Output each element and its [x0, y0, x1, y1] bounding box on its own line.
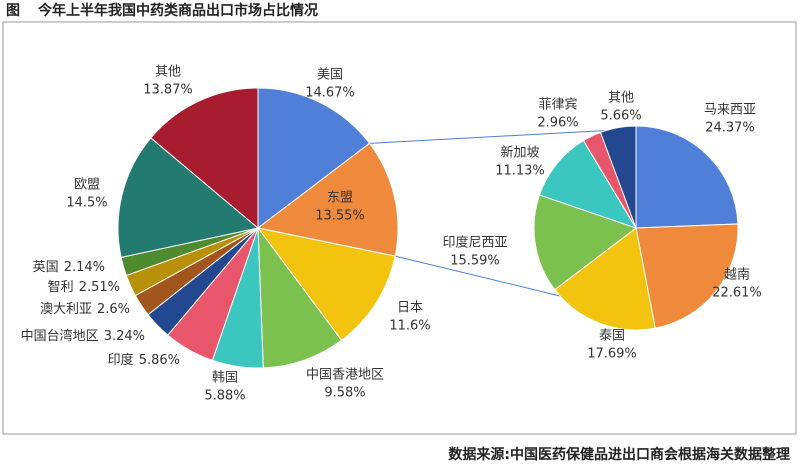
- slice-label: 智利 2.51%: [48, 280, 120, 295]
- chart-frame: [2, 21, 797, 435]
- value-label: 14.67%: [305, 86, 355, 101]
- value-label: 3.24%: [104, 329, 145, 344]
- pie-slice: [256, 142, 399, 257]
- category-label: 韩国: [212, 371, 238, 386]
- value-label: 15.59%: [450, 254, 500, 269]
- connector-line: [395, 255, 561, 297]
- value-label: 2.14%: [64, 260, 105, 275]
- value-label: 24.37%: [705, 121, 755, 136]
- category-label: 新加坡: [500, 145, 539, 161]
- category-label: 其他: [608, 91, 634, 106]
- value-label: 5.88%: [204, 389, 245, 404]
- category-label: 欧盟: [74, 178, 100, 193]
- category-label: 东盟: [327, 191, 353, 206]
- category-label: 泰国: [599, 329, 625, 344]
- value-label: 13.87%: [143, 83, 193, 98]
- pie-slice: [554, 227, 656, 331]
- pie-slice: [117, 137, 260, 259]
- category-label: 印度: [108, 352, 134, 368]
- value-label: 2.51%: [79, 280, 120, 295]
- category-label: 美国: [317, 68, 343, 83]
- value-label: 5.86%: [139, 353, 180, 368]
- pie-slice: [256, 227, 396, 342]
- value-label: 2.6%: [97, 302, 130, 317]
- category-label: 日本: [397, 301, 423, 316]
- value-label: 9.58%: [324, 386, 365, 401]
- figure-label: 图: [6, 3, 20, 19]
- category-label: 越南: [724, 267, 750, 283]
- value-label: 5.66%: [600, 109, 641, 124]
- value-label: 11.6%: [389, 319, 430, 334]
- value-label: 2.96%: [537, 116, 578, 131]
- slice-label: 英国 2.14%: [33, 260, 105, 275]
- slice-label: 中国台湾地区 3.24%: [21, 328, 145, 344]
- pie-slice: [599, 125, 637, 229]
- value-label: 13.55%: [315, 209, 365, 224]
- value-label: 22.61%: [712, 286, 762, 301]
- value-label: 14.5%: [66, 196, 107, 211]
- pie-slice: [538, 139, 638, 229]
- pie-slice: [635, 125, 739, 229]
- category-label: 中国台湾地区: [21, 328, 99, 344]
- category-label: 马来西亚: [704, 103, 756, 118]
- category-label: 印度尼西亚: [442, 235, 507, 251]
- slice-label: 印度 5.86%: [108, 352, 180, 368]
- pie-slice: [150, 87, 259, 230]
- category-label: 中国香港地区: [306, 368, 384, 383]
- category-label: 其他: [155, 65, 181, 80]
- source-note: 数据来源:中国医药保健品进出口商会根据海关数据整理: [448, 446, 790, 463]
- value-label: 11.13%: [495, 164, 545, 179]
- category-label: 英国: [33, 260, 59, 275]
- value-label: 17.69%: [587, 347, 637, 362]
- pie-slice: [635, 223, 739, 329]
- pie-slice: [257, 87, 371, 230]
- category-label: 澳大利亚: [40, 301, 92, 317]
- category-label: 菲律宾: [538, 97, 577, 113]
- category-label: 智利: [48, 280, 74, 295]
- slice-label: 澳大利亚 2.6%: [40, 301, 130, 317]
- pie-slice: [257, 226, 343, 369]
- chart-title: 今年上半年我国中药类商品出口市场占比情况: [37, 2, 318, 19]
- connector-line: [369, 130, 606, 144]
- pie-slice: [533, 194, 638, 291]
